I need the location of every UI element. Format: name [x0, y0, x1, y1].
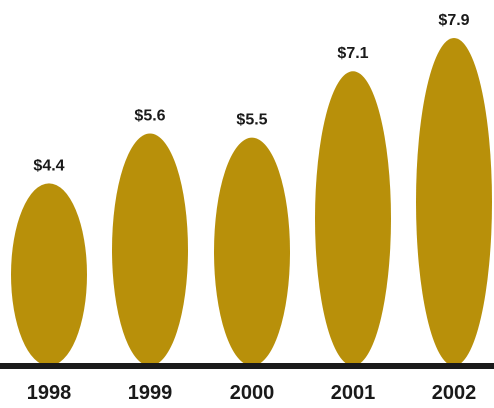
- bar-2001: [315, 71, 391, 366]
- value-label-2001: $7.1: [337, 45, 368, 62]
- value-label-2000: $5.5: [236, 112, 267, 129]
- category-label-2002: 2002: [432, 382, 477, 404]
- category-label-1998: 1998: [27, 382, 72, 404]
- value-label-1998: $4.4: [33, 157, 64, 174]
- bar-1998: [11, 183, 87, 366]
- value-label-2002: $7.9: [438, 12, 469, 29]
- bar-2000: [214, 137, 290, 366]
- bars-group: [11, 38, 492, 366]
- bar-1999: [112, 133, 188, 366]
- value-label-1999: $5.6: [134, 107, 165, 124]
- category-label-1999: 1999: [128, 382, 173, 404]
- bar-2002: [416, 38, 492, 366]
- category-label-2001: 2001: [331, 382, 376, 404]
- category-labels-group: 1998 1999 2000 2001 2002: [27, 382, 477, 404]
- value-labels-group: $4.4 $5.6 $5.5 $7.1 $7.9: [33, 12, 469, 174]
- category-label-2000: 2000: [230, 382, 275, 404]
